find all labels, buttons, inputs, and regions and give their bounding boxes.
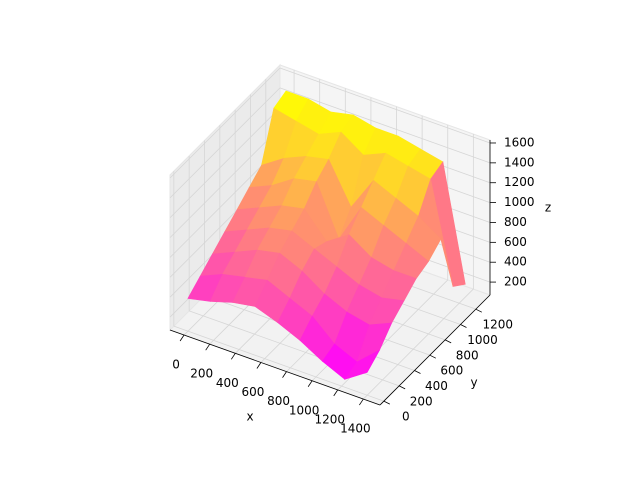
y-tick [429, 354, 437, 359]
y-tick-label: 400 [425, 379, 448, 393]
grid-line [169, 127, 281, 238]
z-tick-label: 200 [504, 275, 527, 289]
x-tick [256, 362, 262, 369]
x-axis-label: x [246, 410, 253, 424]
x-tick [179, 334, 185, 342]
z-tick-label: 600 [504, 235, 527, 249]
x-tick-label: 1400 [340, 422, 371, 436]
y-tick-label: 0 [402, 410, 410, 424]
y-tick-label: 1000 [467, 333, 498, 347]
x-tick-label: 0 [172, 358, 180, 372]
z-tick-label: 1200 [504, 175, 535, 189]
grid-line [363, 288, 474, 400]
x-tick [359, 398, 364, 406]
surface-patch [344, 349, 381, 380]
z-tick-label: 400 [504, 255, 527, 269]
grid-line [173, 325, 384, 402]
x-tick-label: 1000 [289, 403, 320, 417]
grid-line [279, 67, 491, 144]
grid-line [169, 107, 281, 219]
x-tick-label: 400 [216, 376, 239, 390]
surface [187, 90, 466, 380]
y-tick-label: 1200 [483, 318, 514, 332]
z-axis-label: z [545, 201, 551, 215]
y-tick-label: 600 [440, 364, 463, 378]
y-axis-label: y [470, 376, 477, 390]
labels: 0200400600800100012001400020040060080010… [169, 135, 551, 436]
grid-line [279, 87, 491, 164]
x-tick [230, 353, 236, 360]
y-tick [475, 308, 482, 313]
x-tick-label: 1200 [314, 412, 345, 426]
z-tick-label: 1400 [504, 155, 535, 169]
y-tick-label: 800 [456, 348, 479, 362]
x-tick [205, 343, 211, 351]
x-tick-label: 600 [241, 385, 264, 399]
y-tick [460, 324, 467, 328]
x-tick [307, 380, 313, 387]
x-tick-label: 200 [190, 367, 213, 381]
x-tick-label: 800 [267, 394, 290, 408]
x-tick [282, 371, 287, 378]
y-axis-line [379, 294, 491, 406]
grid-line [169, 87, 281, 199]
z-tick-label: 1600 [504, 135, 535, 149]
y-tick [414, 370, 421, 374]
x-tick [333, 389, 339, 397]
y-tick [444, 339, 452, 344]
x-axis-line [169, 329, 381, 406]
y-tick [398, 385, 406, 390]
grid-line [169, 67, 281, 179]
z-tick-label: 1000 [504, 195, 535, 209]
z-tick-label: 800 [504, 215, 527, 229]
y-tick [383, 400, 391, 405]
y-tick-label: 200 [410, 394, 433, 408]
